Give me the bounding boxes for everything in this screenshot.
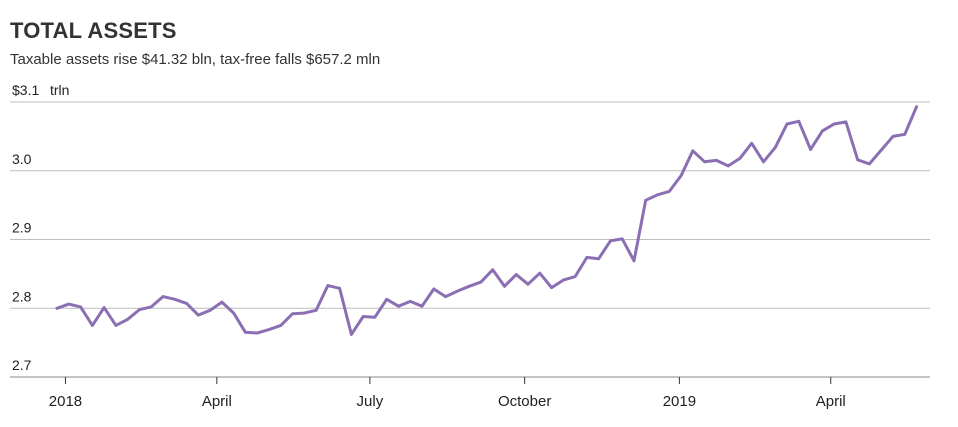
data-point-50 (644, 198, 648, 202)
data-point-53 (679, 174, 683, 178)
data-point-72 (903, 132, 907, 136)
x-axis: 2018 April July October 2019 April (10, 376, 930, 410)
x-tick-label-1: April (202, 393, 232, 410)
data-point-1 (67, 302, 71, 306)
data-point-12 (196, 313, 200, 317)
series-line-0 (55, 105, 918, 336)
data-point-44 (573, 275, 577, 278)
y-tick-label-3: 2.8 (12, 288, 32, 304)
data-point-20 (291, 312, 294, 316)
x-tick-label-0: 2018 (49, 393, 82, 410)
data-point-39 (514, 273, 518, 276)
data-point-51 (656, 193, 659, 197)
data-point-26 (361, 315, 365, 318)
data-point-5 (114, 324, 118, 327)
data-point-6 (126, 317, 130, 321)
y-tick-label-1: 3.0 (12, 151, 32, 167)
data-point-62 (785, 122, 789, 126)
y-tick-label-4: 2.7 (12, 357, 32, 373)
data-point-18 (267, 328, 271, 331)
data-point-23 (326, 284, 330, 287)
data-point-29 (397, 304, 400, 308)
data-point-42 (550, 286, 553, 289)
data-point-35 (467, 284, 471, 288)
data-point-36 (479, 280, 483, 284)
data-point-11 (185, 302, 189, 305)
x-tick-label-3: October (498, 393, 551, 410)
y-unit-label: trln (50, 82, 69, 98)
data-point-19 (279, 324, 283, 327)
data-point-68 (856, 158, 860, 162)
data-point-66 (832, 122, 836, 126)
data-point-70 (879, 148, 883, 152)
data-point-22 (314, 308, 318, 312)
data-point-13 (208, 308, 212, 312)
data-point-69 (868, 162, 871, 166)
data-point-30 (408, 300, 412, 303)
data-point-33 (444, 295, 447, 298)
data-point-45 (585, 256, 589, 259)
data-point-24 (338, 286, 341, 290)
x-tick-label-5: April (816, 393, 846, 410)
data-point-21 (302, 311, 306, 315)
gridlines (10, 101, 930, 309)
data-point-15 (232, 311, 236, 315)
data-point-43 (561, 278, 565, 282)
data-point-65 (821, 129, 824, 133)
series-layer (55, 105, 918, 336)
data-point-52 (667, 190, 671, 193)
data-point-4 (102, 306, 106, 309)
y-tick-label-2: 2.9 (12, 220, 32, 236)
data-point-54 (691, 149, 695, 153)
data-point-0 (55, 306, 59, 310)
data-point-8 (149, 305, 153, 309)
data-point-32 (432, 287, 436, 291)
y-axis-unit: trln (50, 82, 69, 98)
data-point-64 (809, 148, 812, 151)
data-point-58 (738, 157, 742, 160)
y-axis-tick-labels: $3.1 3.0 2.9 2.8 2.7 (12, 82, 39, 373)
data-point-56 (715, 159, 718, 162)
data-point-37 (491, 268, 495, 272)
data-point-40 (526, 282, 530, 286)
data-point-14 (220, 300, 224, 304)
data-point-28 (385, 297, 389, 301)
data-point-55 (703, 160, 706, 164)
data-point-2 (79, 305, 82, 309)
chart-title: TOTAL ASSETS (10, 18, 177, 43)
data-point-9 (161, 295, 165, 298)
data-point-47 (609, 239, 612, 243)
data-point-7 (138, 308, 141, 311)
data-point-48 (620, 237, 624, 241)
data-point-71 (891, 135, 895, 138)
chart-subtitle: Taxable assets rise $41.32 bln, tax-free… (10, 51, 381, 68)
data-point-73 (915, 105, 918, 109)
data-point-63 (797, 119, 801, 123)
data-point-57 (726, 164, 730, 168)
data-point-10 (173, 297, 177, 301)
data-point-46 (597, 257, 600, 261)
data-point-60 (762, 160, 765, 164)
data-point-49 (632, 259, 636, 263)
data-point-61 (773, 146, 777, 149)
data-point-34 (456, 289, 459, 293)
x-tick-label-4: 2019 (663, 393, 696, 410)
data-point-27 (373, 315, 377, 319)
data-point-59 (750, 141, 754, 145)
data-point-38 (503, 284, 506, 288)
data-point-41 (538, 271, 542, 275)
data-point-25 (350, 333, 353, 336)
data-point-3 (91, 324, 94, 327)
x-tick-label-2: July (357, 393, 384, 410)
y-tick-label-0: $3.1 (12, 82, 39, 98)
data-point-31 (420, 304, 424, 308)
data-point-67 (844, 120, 848, 124)
data-point-16 (244, 330, 247, 334)
data-point-17 (255, 331, 259, 335)
